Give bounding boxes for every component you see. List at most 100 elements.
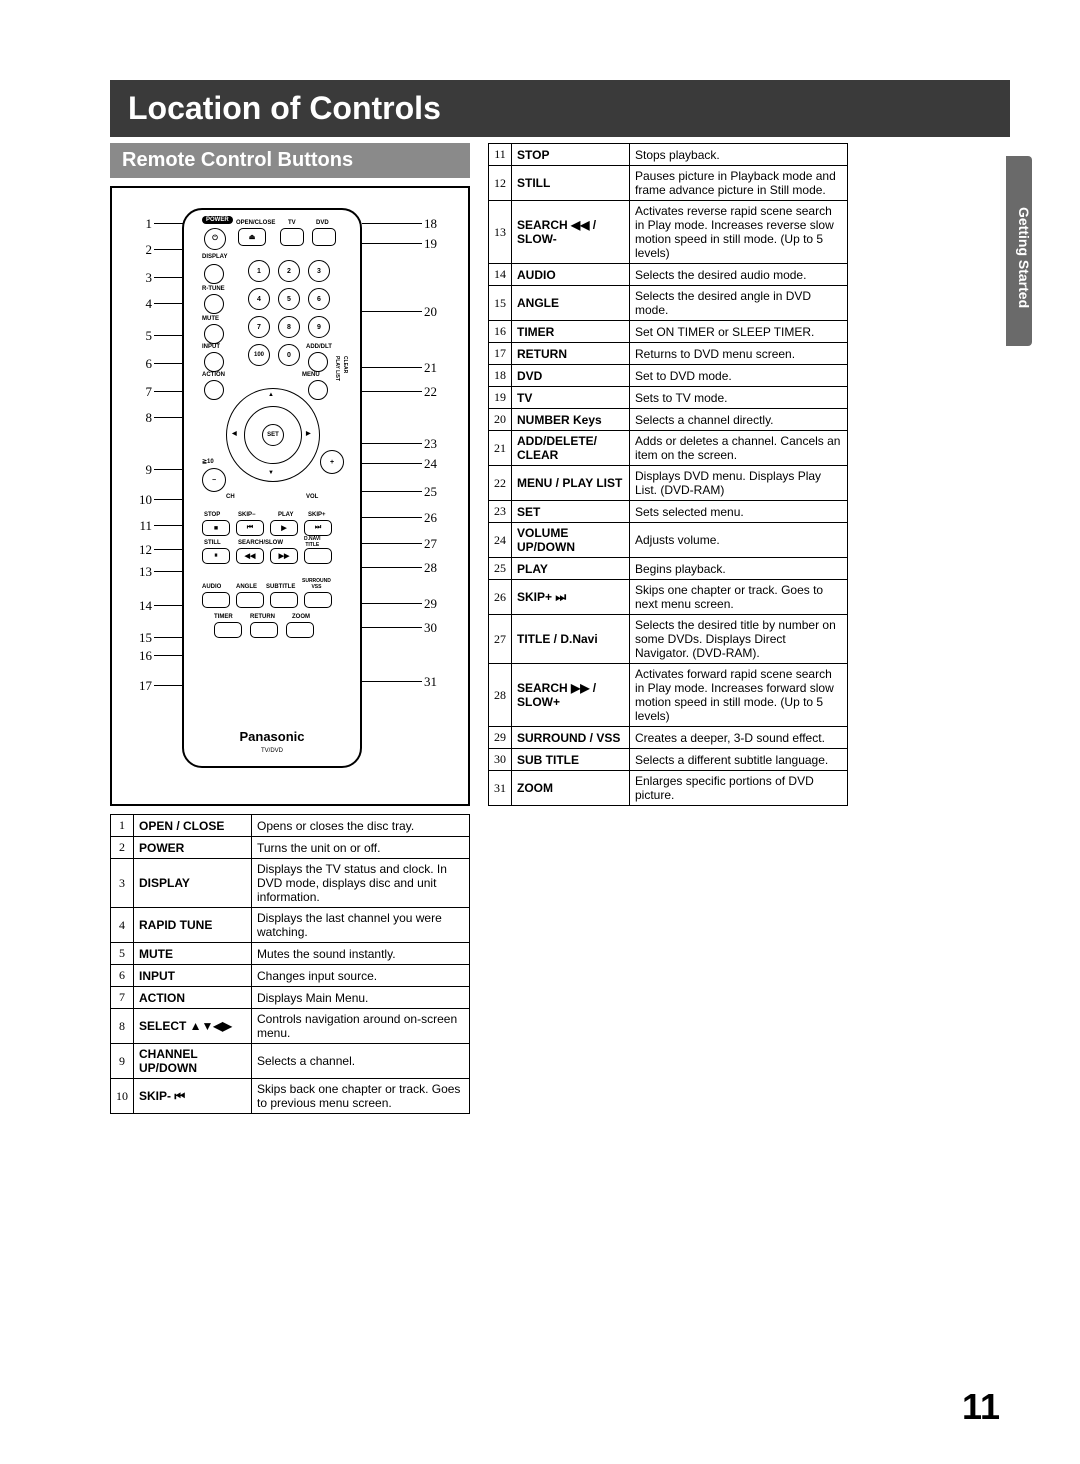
row-number: 12 xyxy=(489,166,512,201)
mute-label: MUTE xyxy=(202,316,219,322)
row-name: VOLUME UP/DOWN xyxy=(512,523,630,558)
subtitle-label: SUBTITLE xyxy=(266,584,295,590)
brand-sub-label: TV/DVD xyxy=(184,748,360,754)
callout-left-5: 5 xyxy=(132,328,152,344)
table-row: 15ANGLESelects the desired angle in DVD … xyxy=(489,286,848,321)
vss-button xyxy=(304,592,332,608)
table-row: 20NUMBER KeysSelects a channel directly. xyxy=(489,409,848,431)
num-100: 100 xyxy=(248,344,270,366)
num-1: 1 xyxy=(248,260,270,282)
callout-right-line-21 xyxy=(362,367,422,368)
row-number: 9 xyxy=(111,1044,134,1079)
row-desc: Sets to TV mode. xyxy=(630,387,848,409)
row-number: 28 xyxy=(489,664,512,727)
callout-left-11: 11 xyxy=(132,518,152,534)
timer-label: TIMER xyxy=(214,614,233,620)
table-row: 5MUTEMutes the sound instantly. xyxy=(111,943,470,965)
num-2: 2 xyxy=(278,260,300,282)
power-button: ⏻ xyxy=(204,228,226,250)
callout-right-21: 21 xyxy=(424,360,448,376)
callout-left-12: 12 xyxy=(132,542,152,558)
nav-left-icon: ◀ xyxy=(232,430,237,437)
row-name: OPEN / CLOSE xyxy=(134,815,252,837)
row-name: CHANNEL UP/DOWN xyxy=(134,1044,252,1079)
input-label: INPUT xyxy=(202,344,220,350)
row-name: DVD xyxy=(512,365,630,387)
table-row: 11STOPStops playback. xyxy=(489,144,848,166)
dvd-button xyxy=(312,228,336,246)
right-column: 11STOPStops playback.12STILLPauses pictu… xyxy=(488,143,848,1114)
display-button xyxy=(204,264,224,284)
callout-left-line-1 xyxy=(154,223,184,224)
search-slow-label: SEARCH/SLOW xyxy=(238,540,283,546)
mute-button xyxy=(204,324,224,344)
table-row: 18DVDSet to DVD mode. xyxy=(489,365,848,387)
nav-right-icon: ▶ xyxy=(306,430,311,437)
row-desc: Sets selected menu. xyxy=(630,501,848,523)
callout-right-31: 31 xyxy=(424,674,448,690)
subtitle-button xyxy=(270,592,298,608)
row-name: TIMER xyxy=(512,321,630,343)
table-row: 19TVSets to TV mode. xyxy=(489,387,848,409)
row-desc: Controls navigation around on-screen men… xyxy=(252,1009,470,1044)
row-desc: Displays the TV status and clock. In DVD… xyxy=(252,859,470,908)
table-row: 13SEARCH ◀◀ / SLOW-Activates reverse rap… xyxy=(489,201,848,264)
description-table-right: 11STOPStops playback.12STILLPauses pictu… xyxy=(488,143,848,806)
row-number: 22 xyxy=(489,466,512,501)
table-row: 7ACTIONDisplays Main Menu. xyxy=(111,987,470,1009)
add-dlt-button xyxy=(308,352,328,372)
callout-left-line-4 xyxy=(154,303,184,304)
power-label: POWER xyxy=(202,216,233,224)
callout-left-line-8 xyxy=(154,417,184,418)
table-row: 28SEARCH ▶▶ / SLOW+Activates forward rap… xyxy=(489,664,848,727)
callout-left-line-2 xyxy=(154,249,184,250)
action-button xyxy=(204,380,224,400)
row-desc: Mutes the sound instantly. xyxy=(252,943,470,965)
row-desc: Adds or deletes a channel. Cancels an it… xyxy=(630,431,848,466)
table-row: 1OPEN / CLOSEOpens or closes the disc tr… xyxy=(111,815,470,837)
callout-right-line-18 xyxy=(362,223,422,224)
row-desc: Displays the last channel you were watch… xyxy=(252,908,470,943)
timer-button xyxy=(214,622,242,638)
menu-label: MENU xyxy=(302,372,320,378)
ch-down-button: − xyxy=(202,468,226,492)
table-row: 31ZOOMEnlarges specific portions of DVD … xyxy=(489,771,848,806)
table-row: 25PLAYBegins playback. xyxy=(489,558,848,580)
callout-left-16: 16 xyxy=(132,648,152,664)
callout-left-8: 8 xyxy=(132,410,152,426)
table-row: 10SKIP- ⏮Skips back one chapter or track… xyxy=(111,1079,470,1114)
num-8: 8 xyxy=(278,316,300,338)
num-0: 0 xyxy=(278,344,300,366)
surround-vss-label: SURROUND VSS xyxy=(302,578,331,590)
callout-right-line-20 xyxy=(362,311,422,312)
row-number: 30 xyxy=(489,749,512,771)
row-name: MENU / PLAY LIST xyxy=(512,466,630,501)
row-desc: Turns the unit on or off. xyxy=(252,837,470,859)
remote-diagram: 1234567891011121314151617 18192021222324… xyxy=(110,186,470,806)
row-number: 17 xyxy=(489,343,512,365)
row-number: 24 xyxy=(489,523,512,558)
row-number: 26 xyxy=(489,580,512,615)
table-row: 22MENU / PLAY LISTDisplays DVD menu. Dis… xyxy=(489,466,848,501)
row-number: 10 xyxy=(111,1079,134,1114)
row-desc: Set to DVD mode. xyxy=(630,365,848,387)
page-number: 11 xyxy=(962,1386,1000,1428)
table-row: 26SKIP+ ⏭Skips one chapter or track. Goe… xyxy=(489,580,848,615)
row-name: ANGLE xyxy=(512,286,630,321)
callout-left-line-7 xyxy=(154,391,184,392)
row-number: 7 xyxy=(111,987,134,1009)
row-number: 16 xyxy=(489,321,512,343)
side-tab: Getting Started xyxy=(1006,156,1032,346)
callout-left-17: 17 xyxy=(132,678,152,694)
row-name: RAPID TUNE xyxy=(134,908,252,943)
table-row: 3DISPLAYDisplays the TV status and clock… xyxy=(111,859,470,908)
callout-right-26: 26 xyxy=(424,510,448,526)
stop-button: ■ xyxy=(202,520,230,536)
callout-right-line-23 xyxy=(362,443,422,444)
table-row: 9CHANNEL UP/DOWNSelects a channel. xyxy=(111,1044,470,1079)
row-desc: Returns to DVD menu screen. xyxy=(630,343,848,365)
row-number: 18 xyxy=(489,365,512,387)
rtune-button xyxy=(204,294,224,314)
clear-label: CLEAR xyxy=(342,356,348,373)
row-number: 21 xyxy=(489,431,512,466)
